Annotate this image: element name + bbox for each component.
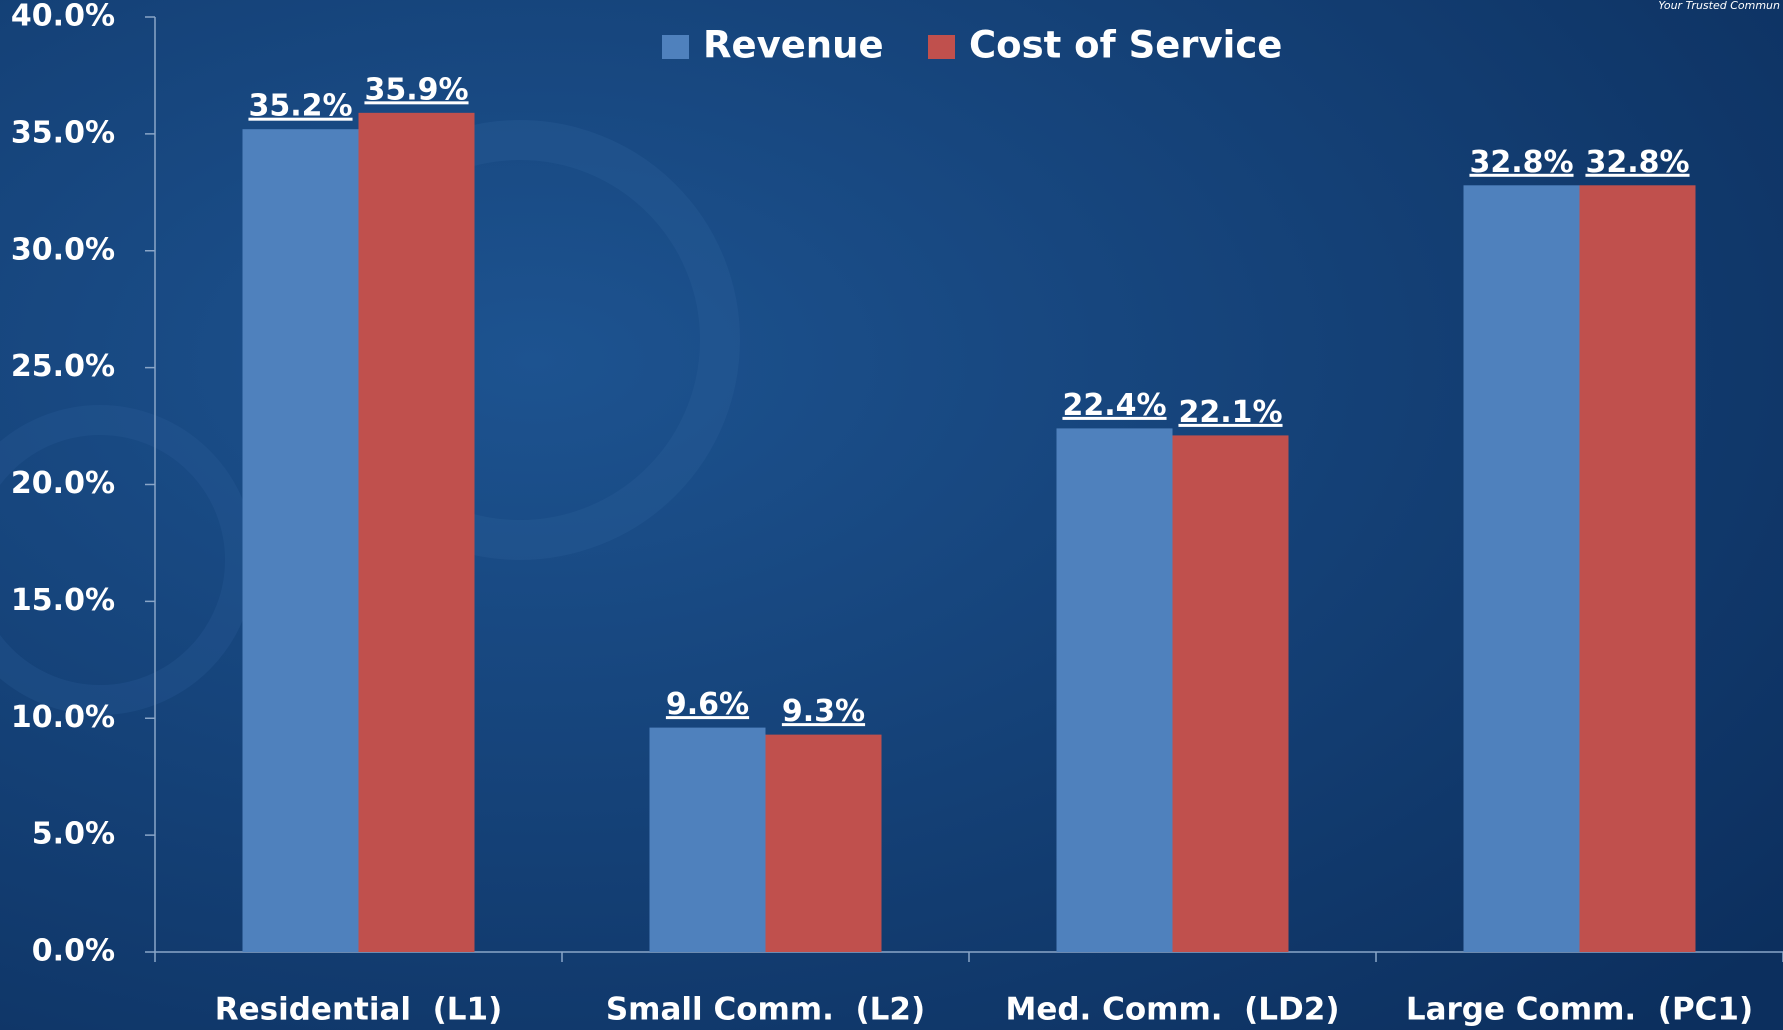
- bar: [1580, 185, 1696, 952]
- bar: [1173, 435, 1289, 952]
- legend-label: Revenue: [703, 24, 884, 67]
- legend-label: Cost of Service: [969, 24, 1282, 67]
- y-tick-label: 40.0%: [11, 0, 115, 34]
- value-label: 22.4%: [1062, 388, 1166, 423]
- bar: [766, 735, 882, 952]
- value-label: 32.8%: [1469, 145, 1573, 180]
- y-tick-label: 35.0%: [11, 115, 115, 150]
- legend-swatch: [928, 35, 955, 59]
- legend-swatch: [662, 35, 689, 59]
- chart: Your Trusted Commun 0.0% 5.0% 10.0% 15.0% 20…: [0, 0, 1783, 1030]
- bar: [359, 113, 475, 952]
- y-tick-label: 5.0%: [32, 817, 115, 852]
- x-tick-label: Small Comm. (L2): [606, 992, 925, 1028]
- y-tick-label: 10.0%: [11, 700, 115, 735]
- value-label: 9.3%: [782, 694, 865, 729]
- x-tick-label: Med. Comm. (LD2): [1005, 992, 1339, 1028]
- value-label: 32.8%: [1585, 145, 1689, 180]
- x-tick-label: Large Comm. (PC1): [1406, 992, 1753, 1028]
- page: Your Trusted Commun 0.0% 5.0% 10.0% 15.0% 20…: [0, 0, 1783, 1030]
- y-tick-label: 15.0%: [11, 583, 115, 618]
- x-tick-label: Residential (L1): [215, 992, 503, 1028]
- bar: [1057, 428, 1173, 952]
- y-tick-label: 0.0%: [32, 934, 115, 969]
- y-tick-label: 30.0%: [11, 232, 115, 267]
- y-tick-label: 20.0%: [11, 466, 115, 501]
- value-label: 9.6%: [666, 687, 749, 722]
- bar: [1464, 185, 1580, 952]
- value-label: 22.1%: [1178, 395, 1282, 430]
- tagline: Your Trusted Commun: [1658, 0, 1780, 12]
- y-tick-label: 25.0%: [11, 349, 115, 384]
- value-label: 35.9%: [364, 72, 468, 107]
- value-label: 35.2%: [248, 89, 352, 124]
- bar: [650, 728, 766, 952]
- bar: [243, 129, 359, 952]
